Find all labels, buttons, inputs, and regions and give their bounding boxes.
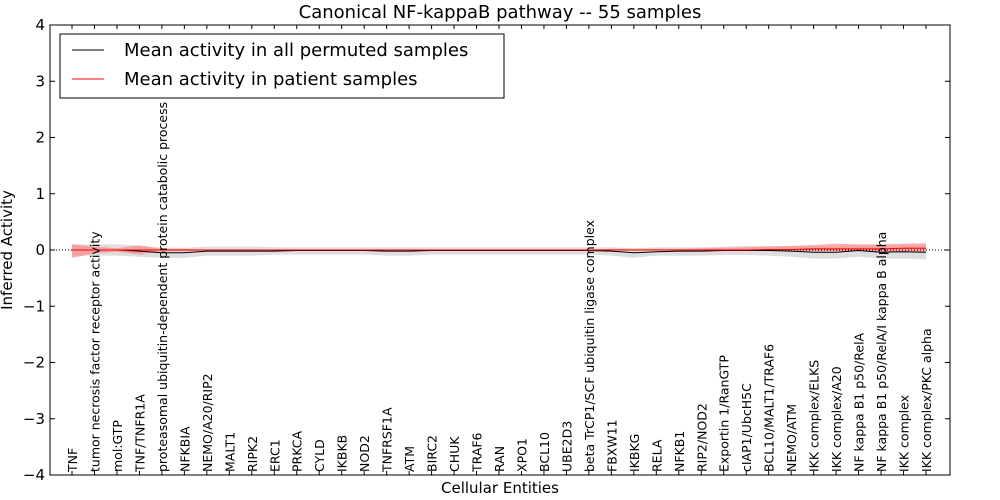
x-tick-label: proteasomal ubiquitin-dependent protein … [155, 102, 170, 472]
x-tick-label: ERC1 [267, 439, 282, 472]
x-tick-label: NFKBIA [177, 426, 192, 472]
x-tick-label: RIPK2 [245, 436, 260, 472]
y-axis-label: Inferred Activity [0, 190, 16, 310]
x-tick-label: MALT1 [222, 432, 237, 472]
y-tick-label: 3 [35, 72, 45, 90]
x-tick-label: NFKB1 [672, 431, 687, 472]
y-tick-label: 4 [35, 16, 45, 34]
permuted-mean-line [72, 249, 927, 254]
x-tick-label: NF kappa B1 p50/RelA/I kappa B alpha [874, 232, 889, 472]
x-tick-label: TNFRSF1A [380, 407, 395, 473]
x-tick-label: Exportin 1/RanGTP [717, 355, 732, 472]
x-tick-label: IKK complex [897, 395, 912, 472]
legend-label: Mean activity in all permuted samples [124, 40, 468, 61]
x-tick-label: IKBKG [627, 434, 642, 472]
x-tick-label: FBXW11 [604, 419, 619, 472]
x-tick-label: RAN [492, 446, 507, 472]
x-tick-label: TNF [65, 448, 80, 473]
x-tick-label: IKK complex/A20 [829, 366, 844, 472]
legend-box [59, 33, 505, 99]
x-tick-label: cIAP1/UbcH5C [739, 383, 754, 472]
y-tick-label: −1 [23, 297, 45, 315]
x-tick-label: ATM [402, 446, 417, 472]
x-tick-label: tumor necrosis factor receptor activity [87, 231, 102, 472]
y-tick-label: 1 [35, 185, 45, 203]
legend-label: Mean activity in patient samples [124, 69, 418, 90]
x-axis-label: Cellular Entities [441, 479, 559, 497]
x-tick-label: IKBKB [335, 435, 350, 472]
y-tick-label: −2 [23, 354, 45, 372]
y-tick-label: −3 [23, 410, 45, 428]
patient-band [72, 243, 926, 258]
x-tick-label: BIRC2 [425, 435, 440, 472]
x-tick-label: CYLD [312, 439, 327, 472]
y-tick-label: 0 [35, 241, 45, 259]
patient-mean-line [72, 247, 926, 251]
chart-title: Canonical NF-kappaB pathway -- 55 sample… [299, 2, 702, 23]
x-tick-label: NEMO/ATM [784, 404, 799, 472]
x-tick-label: UBE2D3 [559, 421, 574, 472]
x-tick-label: TNF/TNFR1A [132, 394, 147, 473]
x-tick-label: mol:GTP [110, 420, 125, 472]
x-tick-label: BCL10/MALT1/TRAF6 [762, 344, 777, 472]
x-tick-label: BCL10 [537, 432, 552, 472]
x-tick-label: RELA [649, 439, 664, 472]
x-tick-label: IKK complex/PKC alpha [919, 328, 934, 472]
legend: Mean activity in all permuted samples Mea… [59, 33, 505, 99]
x-tick-label: NOD2 [357, 435, 372, 472]
x-tick-label: RIP2/NOD2 [694, 403, 709, 472]
x-tick-label: beta TrCP1/SCF ubiquitin ligase complex [582, 220, 597, 472]
y-tick-label: −4 [23, 466, 45, 484]
x-tick-label: NF kappa B1 p50/RelA [852, 332, 867, 472]
x-tick-label: XPO1 [514, 438, 529, 472]
x-tick-label: NEMO/A20/RIP2 [200, 373, 215, 472]
x-tick-label: PRKCA [290, 431, 305, 472]
x-tick-label: CHUK [447, 436, 462, 472]
plot-area: TNF tumor necrosis factor receptor activi… [23, 16, 951, 484]
x-tick-label: IKK complex/ELKS [807, 360, 822, 472]
y-tick-label: 2 [35, 129, 45, 147]
x-tick-label: TRAF6 [470, 432, 485, 473]
